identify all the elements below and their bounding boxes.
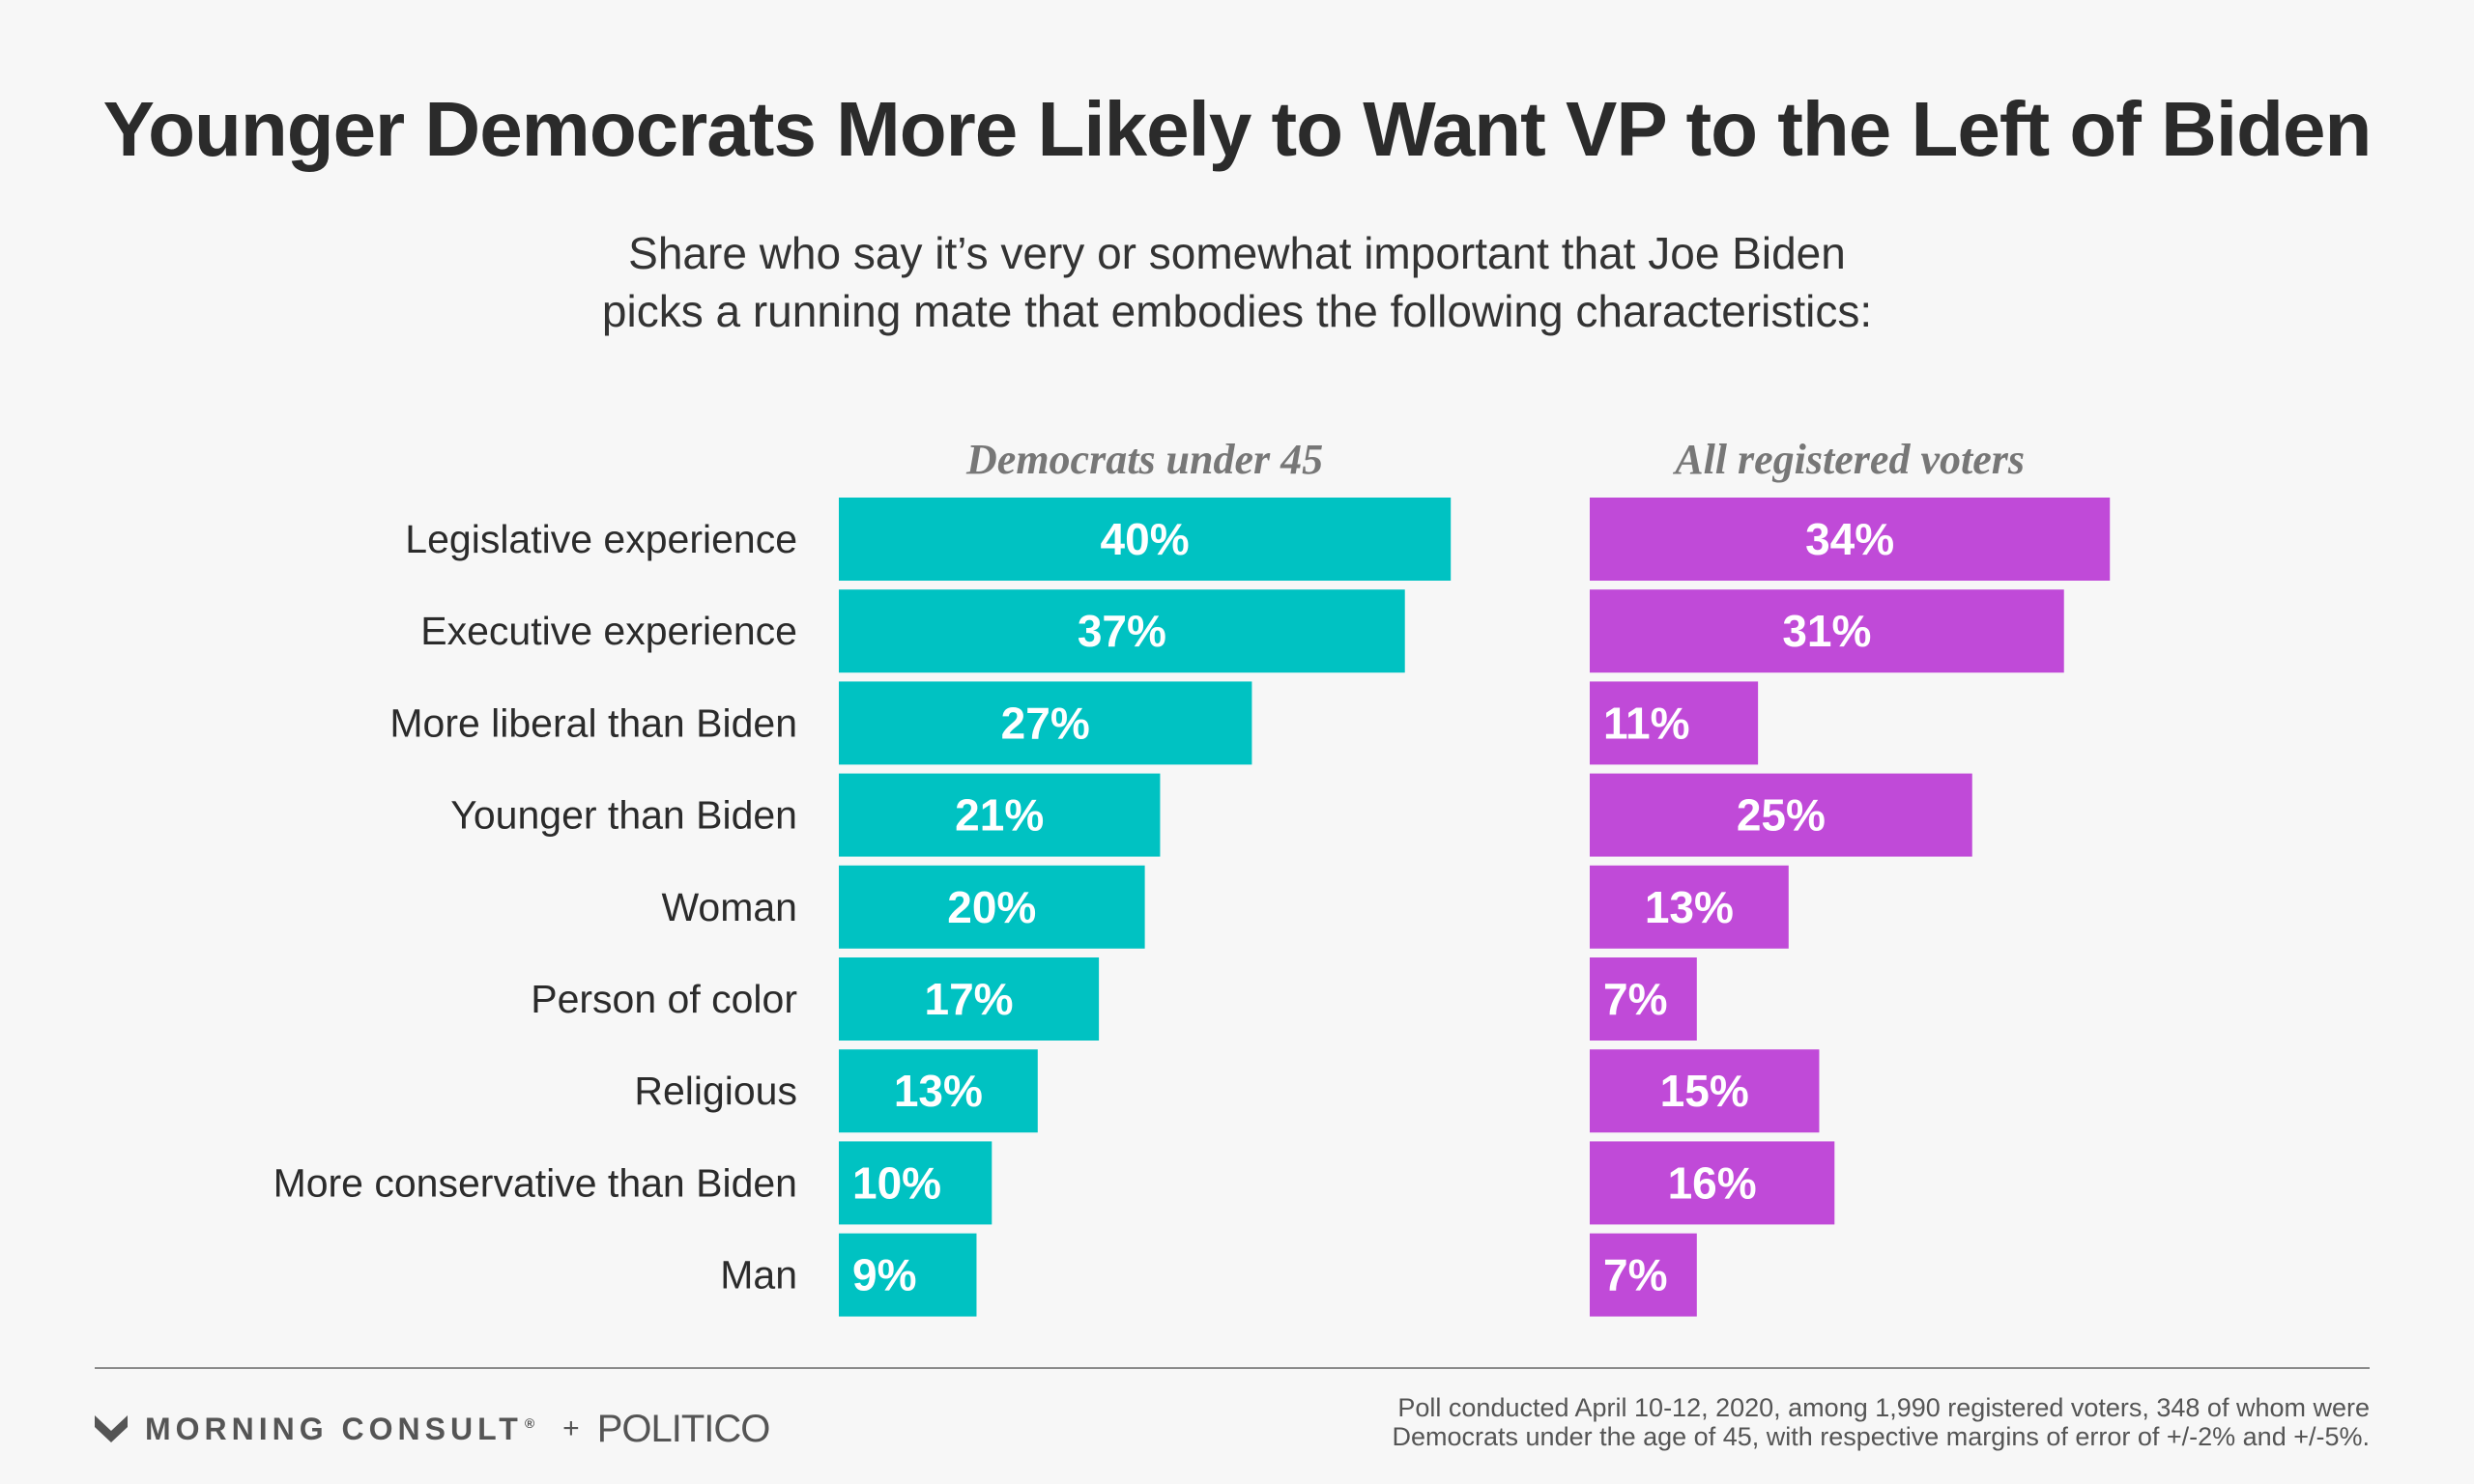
series-header: All registered voters <box>1672 436 2025 483</box>
bar <box>839 1233 977 1317</box>
data-label: 9% <box>852 1250 916 1300</box>
data-label: 13% <box>1645 882 1734 932</box>
politico-wordmark: POLITICO <box>596 1407 771 1450</box>
data-label: 25% <box>1737 790 1826 841</box>
data-label: 11% <box>1603 698 1690 748</box>
methodology-note-line-2: Democrats under the age of 45, with resp… <box>1392 1422 2371 1451</box>
subtitle-line-1: Share who say it’s very or somewhat impo… <box>628 228 1846 278</box>
data-label: 17% <box>925 974 1014 1024</box>
data-label: 34% <box>1805 514 1894 564</box>
data-label: 16% <box>1668 1157 1757 1208</box>
data-label: 10% <box>852 1157 941 1208</box>
category-label: More conservative than Biden <box>273 1160 797 1205</box>
category-label: Man <box>720 1253 797 1298</box>
morning-consult-wordmark: MORNING CONSULT ® <box>145 1412 539 1447</box>
data-label: 7% <box>1603 1250 1667 1300</box>
bar <box>1590 865 1789 949</box>
data-label: 37% <box>1078 606 1166 656</box>
bar <box>839 498 1452 581</box>
series-headers: Democrats under 45 All registered voters <box>965 436 2025 483</box>
morning-consult-name: MORNING CONSULT <box>145 1411 523 1446</box>
category-label: Legislative experience <box>405 517 797 561</box>
category-label: Woman <box>661 885 797 929</box>
bar <box>839 589 1405 673</box>
bar <box>1590 1233 1697 1317</box>
data-label: 40% <box>1101 514 1190 564</box>
data-label: 21% <box>955 790 1044 841</box>
bar <box>839 773 1161 857</box>
bar <box>1590 1141 1835 1225</box>
bar <box>839 1049 1038 1133</box>
bar <box>839 1141 992 1225</box>
registered-mark: ® <box>524 1414 540 1431</box>
category-labels: Legislative experience Executive experien… <box>273 517 797 1298</box>
methodology-note: Poll conducted April 10-12, 2020, among … <box>1393 1393 2371 1451</box>
bar <box>839 957 1100 1041</box>
category-label: Religious <box>634 1069 797 1113</box>
data-label: 15% <box>1660 1066 1749 1116</box>
bar <box>839 681 1252 765</box>
bar <box>1590 773 1972 857</box>
morning-consult-logo-icon <box>95 1415 128 1442</box>
bar <box>1590 498 2111 581</box>
category-label: Younger than Biden <box>450 793 797 838</box>
bar <box>1590 957 1697 1041</box>
category-label: More liberal than Biden <box>389 700 797 745</box>
bar-labels: 40%37%27%21%20%17%13%10%9%34%31%11%25%13… <box>852 514 1894 1300</box>
bar <box>839 865 1145 949</box>
brand-plus: + <box>562 1413 580 1444</box>
series-header: Democrats under 45 <box>965 436 1323 483</box>
category-label: Executive experience <box>420 609 797 653</box>
data-label: 13% <box>894 1066 983 1116</box>
chart-title: Younger Democrats More Likely to Want VP… <box>102 86 2373 172</box>
footer-divider <box>95 1367 2370 1369</box>
data-label: 7% <box>1603 974 1667 1024</box>
data-label: 20% <box>947 882 1036 932</box>
bar <box>1590 681 1759 765</box>
bars <box>839 498 2111 1317</box>
subtitle-line-2: picks a running mate that embodies the f… <box>601 286 1873 336</box>
bar-chart: Legislative experience Executive experien… <box>273 436 2111 1317</box>
chart-subtitle: Share who say it’s very or somewhat impo… <box>0 224 2474 340</box>
footer-brand: MORNING CONSULT ® + POLITICO <box>93 1405 771 1453</box>
bar <box>1590 589 2064 673</box>
bar <box>1590 1049 1820 1133</box>
methodology-note-line-1: Poll conducted April 10-12, 2020, among … <box>1397 1393 2370 1422</box>
data-label: 27% <box>1001 698 1090 748</box>
category-label: Person of color <box>531 977 797 1021</box>
data-label: 31% <box>1782 606 1871 656</box>
